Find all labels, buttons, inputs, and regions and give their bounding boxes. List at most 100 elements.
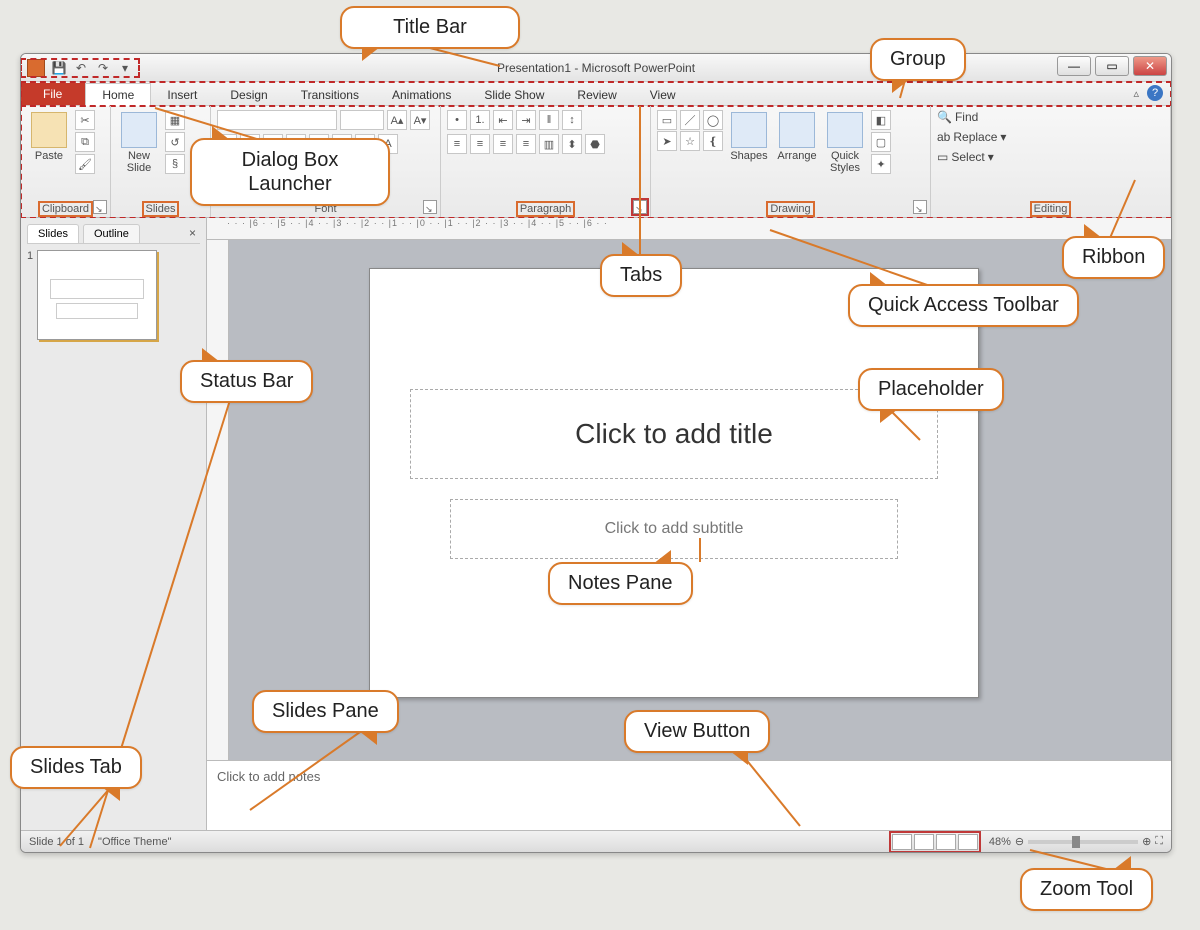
shape-brace-icon[interactable]: ❴ [703,131,723,151]
tab-view[interactable]: View [634,84,693,105]
callout-tabs: Tabs [600,254,682,297]
shape-outline-icon[interactable]: ▢ [871,132,891,152]
fit-window-button[interactable]: ⛶ [1155,835,1163,848]
slide[interactable]: Click to add title Click to add subtitle [369,268,979,698]
group-paragraph: • 1. ⇤ ⇥ ‖ ↕ ≡ ≡ ≡ ≡ ▥ ⬍ ⬣ Paragraph [441,106,651,217]
clipboard-dialog-launcher[interactable] [93,200,107,214]
tab-design[interactable]: Design [214,84,284,105]
tab-review[interactable]: Review [561,84,633,105]
zoom-controls: 48% ⊖ ⊕ ⛶ [989,835,1163,848]
tab-file[interactable]: File [21,83,85,105]
shapes-button[interactable]: Shapes [727,110,771,162]
indent-inc-icon[interactable]: ⇥ [516,110,536,130]
shape-fill-icon[interactable]: ◧ [871,110,891,130]
align-text-icon[interactable]: ⬍ [562,134,582,154]
smartart-icon[interactable]: ⬣ [585,134,605,154]
new-slide-button[interactable]: New Slide [117,110,161,174]
outline-tab[interactable]: Outline [83,224,140,243]
group-drawing: ▭／◯ ➤☆❴ Shapes Arrange Quick Styles ◧ ▢ … [651,106,931,217]
notes-pane[interactable]: Click to add notes [207,760,1171,830]
callout-ribbon: Ribbon [1062,236,1165,279]
align-left-icon[interactable]: ≡ [447,134,467,154]
align-center-icon[interactable]: ≡ [470,134,490,154]
align-right-icon[interactable]: ≡ [493,134,513,154]
tab-animations[interactable]: Animations [376,84,468,105]
titlebar: 💾 ↶ ↷ ▾ Presentation1 - Microsoft PowerP… [21,54,1171,82]
normal-view-button[interactable] [892,834,912,850]
format-painter-icon[interactable]: 🖌 [75,154,95,174]
zoom-out-button[interactable]: ⊖ [1015,835,1024,848]
font-size-select[interactable] [340,110,384,130]
slideshow-view-button[interactable] [958,834,978,850]
zoom-in-button[interactable]: ⊕ [1142,835,1151,848]
zoom-slider[interactable] [1028,840,1138,844]
numbering-icon[interactable]: 1. [470,110,490,130]
tab-transitions[interactable]: Transitions [285,84,376,105]
slides-tab[interactable]: Slides [27,224,79,243]
qat-undo-icon[interactable]: ↶ [73,60,89,76]
find-icon: 🔍 [937,110,952,124]
slides-outline-pane: Slides Outline × 1 [21,218,207,830]
reset-icon[interactable]: ↺ [165,132,185,152]
app-icon [27,59,45,77]
subtitle-placeholder[interactable]: Click to add subtitle [450,499,898,559]
shape-star-icon[interactable]: ☆ [680,131,700,151]
theme-name: "Office Theme" [98,836,171,848]
qat-redo-icon[interactable]: ↷ [95,60,111,76]
qat-save-icon[interactable]: 💾 [51,60,67,76]
close-button[interactable]: ✕ [1133,56,1167,76]
pane-close-icon[interactable]: × [185,224,200,243]
layout-icon[interactable]: ▦ [165,110,185,130]
callout-zoomtool: Zoom Tool [1020,868,1153,911]
ribbon-tabs: File Home Insert Design Transitions Anim… [21,82,1171,106]
line-spacing-icon[interactable]: ‖ [539,110,559,130]
tab-home[interactable]: Home [85,83,151,106]
drawing-dialog-launcher[interactable] [913,200,927,214]
sorter-view-button[interactable] [914,834,934,850]
horizontal-ruler: · · · |6 · · |5 · · |4 · · |3 · · |2 · ·… [207,218,1171,240]
callout-dialog-launcher: Dialog Box Launcher [190,138,390,206]
maximize-button[interactable]: ▭ [1095,56,1129,76]
columns-icon[interactable]: ▥ [539,134,559,154]
shrink-font-icon[interactable]: A▾ [410,110,430,130]
select-icon: ▭ [937,150,948,164]
shape-arrow-icon[interactable]: ➤ [657,131,677,151]
find-button[interactable]: 🔍 Find [937,110,1006,124]
find-label: Find [955,110,978,124]
status-bar: Slide 1 of 1 "Office Theme" 48% ⊖ ⊕ ⛶ [21,830,1171,852]
indent-dec-icon[interactable]: ⇤ [493,110,513,130]
justify-icon[interactable]: ≡ [516,134,536,154]
qat-customize-icon[interactable]: ▾ [117,60,133,76]
tab-slideshow[interactable]: Slide Show [468,84,561,105]
clipboard-label: Clipboard [40,203,91,215]
grow-font-icon[interactable]: A▴ [387,110,407,130]
help-icon[interactable]: ? [1147,85,1163,101]
text-direction-icon[interactable]: ↕ [562,110,582,130]
slide-thumbnail[interactable]: 1 [27,250,200,340]
minimize-button[interactable]: — [1057,56,1091,76]
new-slide-label: New Slide [127,150,151,174]
paste-button[interactable]: Paste [27,110,71,162]
cut-icon[interactable]: ✂ [75,110,95,130]
shape-oval-icon[interactable]: ◯ [703,110,723,130]
vertical-ruler [207,240,229,760]
tab-insert[interactable]: Insert [151,84,214,105]
replace-button[interactable]: ab Replace ▾ [937,130,1006,144]
replace-label: Replace [953,130,997,144]
reading-view-button[interactable] [936,834,956,850]
zoom-percent[interactable]: 48% [989,836,1011,848]
section-icon[interactable]: § [165,154,185,174]
ribbon-minimize-icon[interactable]: ▵ [1133,87,1139,100]
copy-icon[interactable]: ⧉ [75,132,95,152]
select-button[interactable]: ▭ Select ▾ [937,150,1006,164]
shape-effects-icon[interactable]: ✦ [871,154,891,174]
font-dialog-launcher[interactable] [423,200,437,214]
paragraph-dialog-launcher[interactable] [633,200,647,214]
quick-styles-button[interactable]: Quick Styles [823,110,867,174]
arrange-button[interactable]: Arrange [775,110,819,162]
shape-line-icon[interactable]: ／ [680,110,700,130]
view-buttons [889,831,981,853]
bullets-icon[interactable]: • [447,110,467,130]
font-family-select[interactable] [217,110,337,130]
shape-rect-icon[interactable]: ▭ [657,110,677,130]
